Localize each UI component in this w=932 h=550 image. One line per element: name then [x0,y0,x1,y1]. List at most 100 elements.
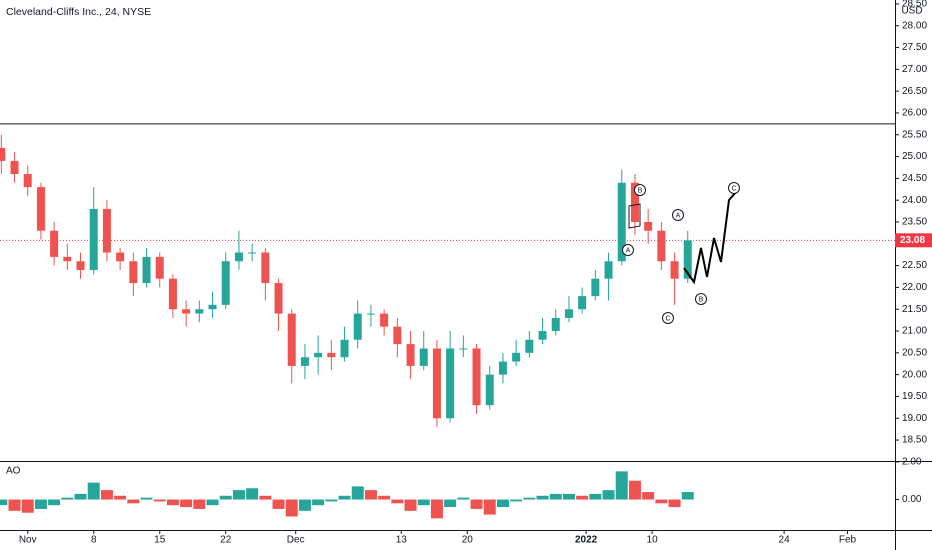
ao-bar [312,499,325,506]
candle-body [538,331,547,340]
y-tick-label: 25.50 [902,129,927,140]
ao-bar [48,499,61,506]
ao-bar [74,493,87,500]
candle-body [234,252,243,262]
ao-bar [153,499,166,502]
wave-label-circle [728,182,740,194]
ao-bar [510,499,523,502]
candle-body [630,182,639,222]
candle-body [340,339,349,358]
ao-bar [298,499,311,511]
candle-body [261,252,270,284]
ao-bar [325,499,338,502]
candle-body [578,296,587,310]
chart-title: Cleveland-Cliffs Inc., 24, NYSE [6,6,151,18]
last-price-box [895,233,932,248]
x-tick-label: Dec [287,535,305,546]
wave-label: A [626,247,631,254]
projection-path [683,191,737,285]
candle-body [287,313,296,366]
y-tick-label: 22.50 [902,260,927,271]
ao-bar [457,497,470,500]
candle-body [155,256,164,279]
y-tick-label: 21.50 [902,304,927,315]
candle-body [36,187,45,231]
ao-bar [338,495,351,500]
candle-body [419,348,428,366]
candle-body [102,208,111,253]
ao-bar [404,499,417,511]
candle-body [116,252,125,262]
candle-body [10,160,19,175]
ao-bar [655,499,668,504]
candle-body [644,221,653,231]
ao-bar [364,490,377,500]
candle-body [300,357,309,366]
wave-label-circle [662,312,674,324]
candle-body [406,344,415,366]
ao-bar [0,499,8,506]
x-tick-label: 15 [154,535,166,546]
candle-body [472,348,481,406]
y-tick-label: 20.00 [902,369,927,380]
x-tick-label: 10 [647,535,659,546]
candle-body [182,309,191,314]
ao-bar [470,499,483,509]
ao-bar [166,499,179,506]
y-tick-label: 24.50 [902,173,927,184]
ao-bar [246,488,259,500]
ao-bar [430,499,443,519]
candle-body [142,256,151,284]
candle-body [459,348,468,350]
ao-bar [483,499,496,515]
y-tick-label: 26.00 [902,108,927,119]
ao-bar [285,499,298,517]
ao-bar [444,499,457,508]
candle-body [393,326,402,345]
ao-bar [391,499,404,504]
wave-label: C [665,315,670,322]
ao-bar [628,480,641,500]
candle-body [525,339,534,353]
x-tick-label: 24 [779,535,791,546]
ao-bar [602,490,615,500]
currency-label: USD [901,6,922,17]
candle-body [23,174,32,188]
candle-body [248,252,257,254]
candle-body [446,348,455,419]
ao-bar [87,482,100,500]
ao-bar [21,499,34,513]
y-tick-label: 27.00 [902,64,927,75]
candle-body [221,261,230,305]
candle-body [314,352,323,358]
wave-label: B [638,187,643,194]
candle-body [670,261,679,279]
ao-bar [523,497,536,500]
candle-body [683,240,692,279]
y-tick-label: 0.00 [902,494,922,505]
ao-bar [8,499,21,511]
y-tick-label: 28.50 [902,0,927,10]
ao-bar [193,499,206,509]
ao-bar [589,493,602,500]
y-tick-label: 21.00 [902,326,927,337]
ao-bar [219,495,232,500]
x-tick-label: Nov [19,535,37,546]
candle-body [76,261,85,270]
ao-bar [668,499,681,508]
x-tick-label: 8 [91,535,97,546]
candle-body [168,278,177,310]
wave-label: C [731,185,736,192]
ao-bar [536,495,549,500]
wave-label-circle [634,184,646,196]
candle-body [617,182,626,262]
candle-body [89,208,98,270]
ao-bar [114,495,127,500]
candle-body [657,230,666,262]
x-tick-label: 22 [220,535,232,546]
candle-body [0,147,6,161]
x-tick-label: 13 [396,535,408,546]
candle-body [432,348,441,419]
y-tick-label: 18.50 [902,435,927,446]
